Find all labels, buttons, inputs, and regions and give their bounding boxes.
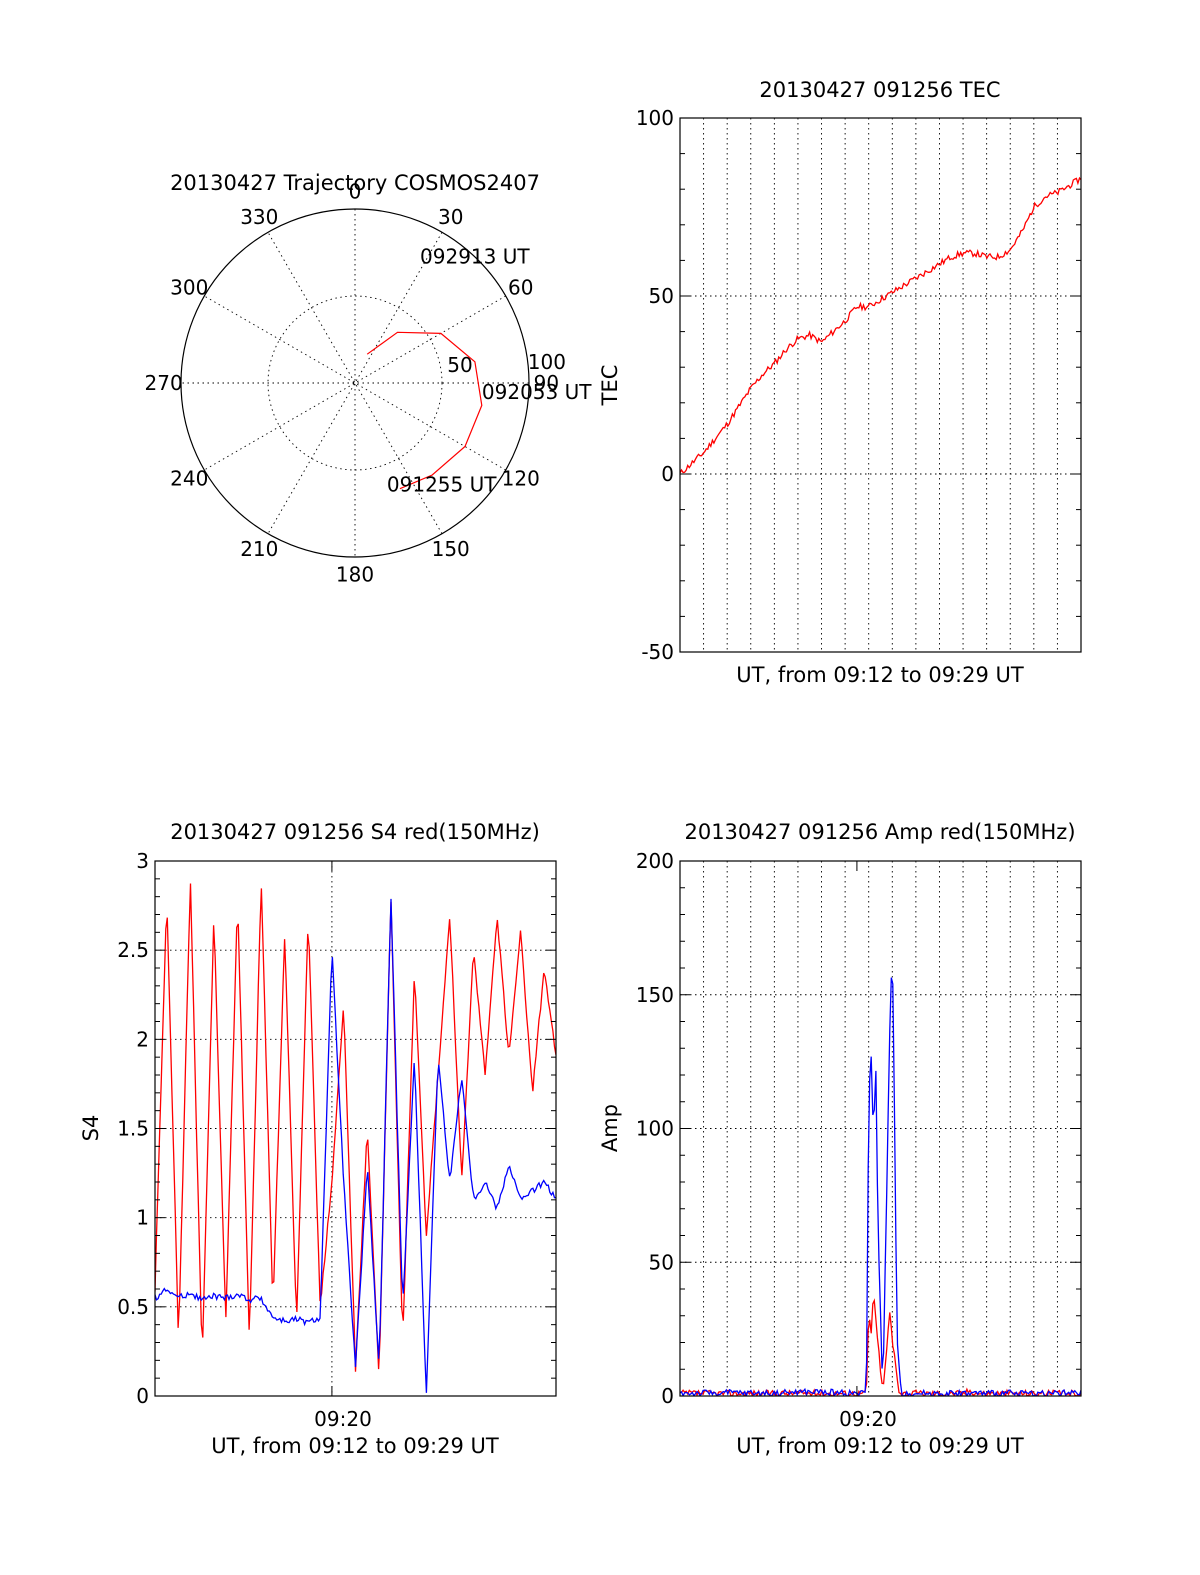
polar-angle-label: 60 [508, 275, 533, 299]
y-tick-label: 50 [649, 284, 674, 308]
amp-series [680, 977, 1081, 1396]
polar-angle-label: 150 [432, 537, 470, 561]
polar-grid-spoke [267, 232, 443, 534]
y-tick-label: 0 [136, 1384, 149, 1408]
s4-xtick-label: 09:20 [314, 1407, 372, 1431]
tec-ylabel: TEC [598, 365, 622, 407]
tec-xlabel: UT, from 09:12 to 09:29 UT [736, 663, 1024, 687]
amp-title: 20130427 091256 Amp red(150MHz) [684, 820, 1075, 844]
y-tick-label: 0 [661, 1384, 674, 1408]
s4-y-ticks: 0 0.5 1 1.5 2 2.5 3 [117, 849, 556, 1408]
polar-grid [181, 209, 529, 557]
y-tick-label: 200 [636, 849, 674, 873]
y-tick-label: 100 [636, 106, 674, 130]
tec-chart: 20130427 091256 TEC -50 0 50 100 TEC UT, fr… [598, 78, 1082, 687]
polar-angle-label: 180 [336, 562, 374, 586]
series-line [155, 883, 556, 1372]
s4-title: 20130427 091256 S4 red(150MHz) [170, 820, 540, 844]
amp-grid [680, 861, 1081, 1396]
polar-angle-label: 330 [240, 205, 278, 229]
amp-chart: 20130427 091256 Amp red(150MHz) 0 50 100 15… [598, 820, 1082, 1458]
polar-grid-spoke [267, 232, 443, 534]
trajectory-line [366, 331, 483, 490]
amp-xtick-label: 09:20 [839, 1407, 897, 1431]
s4-series [155, 883, 556, 1393]
polar-angle-label: 240 [170, 467, 208, 491]
y-tick-label: 1 [136, 1206, 149, 1230]
y-tick-label: 3 [136, 849, 149, 873]
polar-outer-circle [180, 208, 530, 558]
polar-radius-label: 100 [528, 350, 566, 374]
trajectory-time-label: 092913 UT [420, 245, 530, 269]
polar-angle-label: 0 [349, 180, 362, 204]
trajectory-polar-chart: 20130427 Trajectory COSMOS2407 0 30 60 90 12… [145, 171, 593, 586]
amp-y-ticks: 0 50 100 150 200 [636, 849, 1081, 1408]
polar-grid-circle [267, 295, 443, 471]
y-tick-label: 50 [649, 1250, 674, 1274]
tec-frame [679, 117, 1082, 653]
polar-radius-labels: 50 100 [447, 350, 566, 377]
s4-xlabel: UT, from 09:12 to 09:29 UT [211, 1434, 499, 1458]
amp-ylabel: Amp [598, 1104, 622, 1152]
s4-ylabel: S4 [79, 1115, 103, 1142]
series-line [680, 176, 1081, 474]
polar-angle-label: 90 [534, 371, 559, 395]
y-tick-label: 2.5 [117, 938, 149, 962]
tec-series [680, 176, 1081, 474]
polar-title: 20130427 Trajectory COSMOS2407 [170, 171, 540, 195]
s4-chart: 20130427 091256 S4 red(150MHz) 0 0.5 1 1.5 2… [79, 820, 557, 1458]
tec-y-ticks: -50 0 50 100 [636, 106, 1081, 664]
tec-title: 20130427 091256 TEC [759, 78, 1000, 102]
series-line [680, 977, 1081, 1396]
polar-angle-labels: 0 30 60 90 120 150 180 210 240 270 300 330 [145, 180, 560, 587]
y-tick-label: 100 [636, 1117, 674, 1141]
tec-grid [680, 118, 1081, 652]
polar-angle-label: 120 [502, 467, 540, 491]
polar-angle-label: 30 [438, 205, 463, 229]
y-tick-label: 1.5 [117, 1117, 149, 1141]
s4-grid [155, 861, 556, 1396]
y-tick-label: 150 [636, 983, 674, 1007]
y-tick-label: 0.5 [117, 1295, 149, 1319]
trajectory-time-label: 091255 UT [387, 472, 497, 496]
polar-angle-label: 210 [240, 537, 278, 561]
series-line [155, 898, 556, 1393]
polar-angle-label: 270 [145, 371, 183, 395]
trajectory-annotations: 092913 UT 092053 UT 091255 UT [387, 245, 592, 497]
polar-angle-label: 300 [170, 275, 208, 299]
trajectory-time-label: 092053 UT [482, 380, 592, 404]
amp-xlabel: UT, from 09:12 to 09:29 UT [736, 1434, 1024, 1458]
y-tick-label: 0 [661, 462, 674, 486]
y-tick-label: 2 [136, 1027, 149, 1051]
y-tick-label: -50 [641, 640, 674, 664]
